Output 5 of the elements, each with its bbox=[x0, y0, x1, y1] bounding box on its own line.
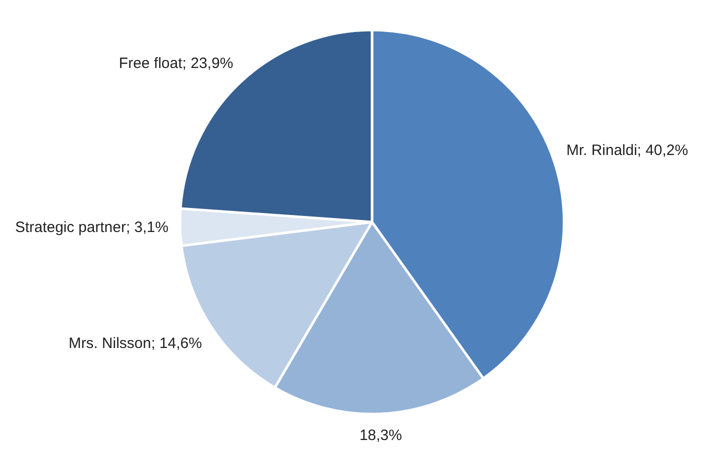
data-label: 18,3% bbox=[359, 426, 402, 445]
slice-label: Mr. Rinaldi; 40,2% bbox=[566, 140, 688, 160]
slice-label: Strategic partner; 3,1% bbox=[15, 218, 168, 237]
slice-label: Free float; 23,9% bbox=[118, 54, 234, 73]
slice-label: Mrs. Nilsson; 14,6% bbox=[68, 334, 202, 354]
